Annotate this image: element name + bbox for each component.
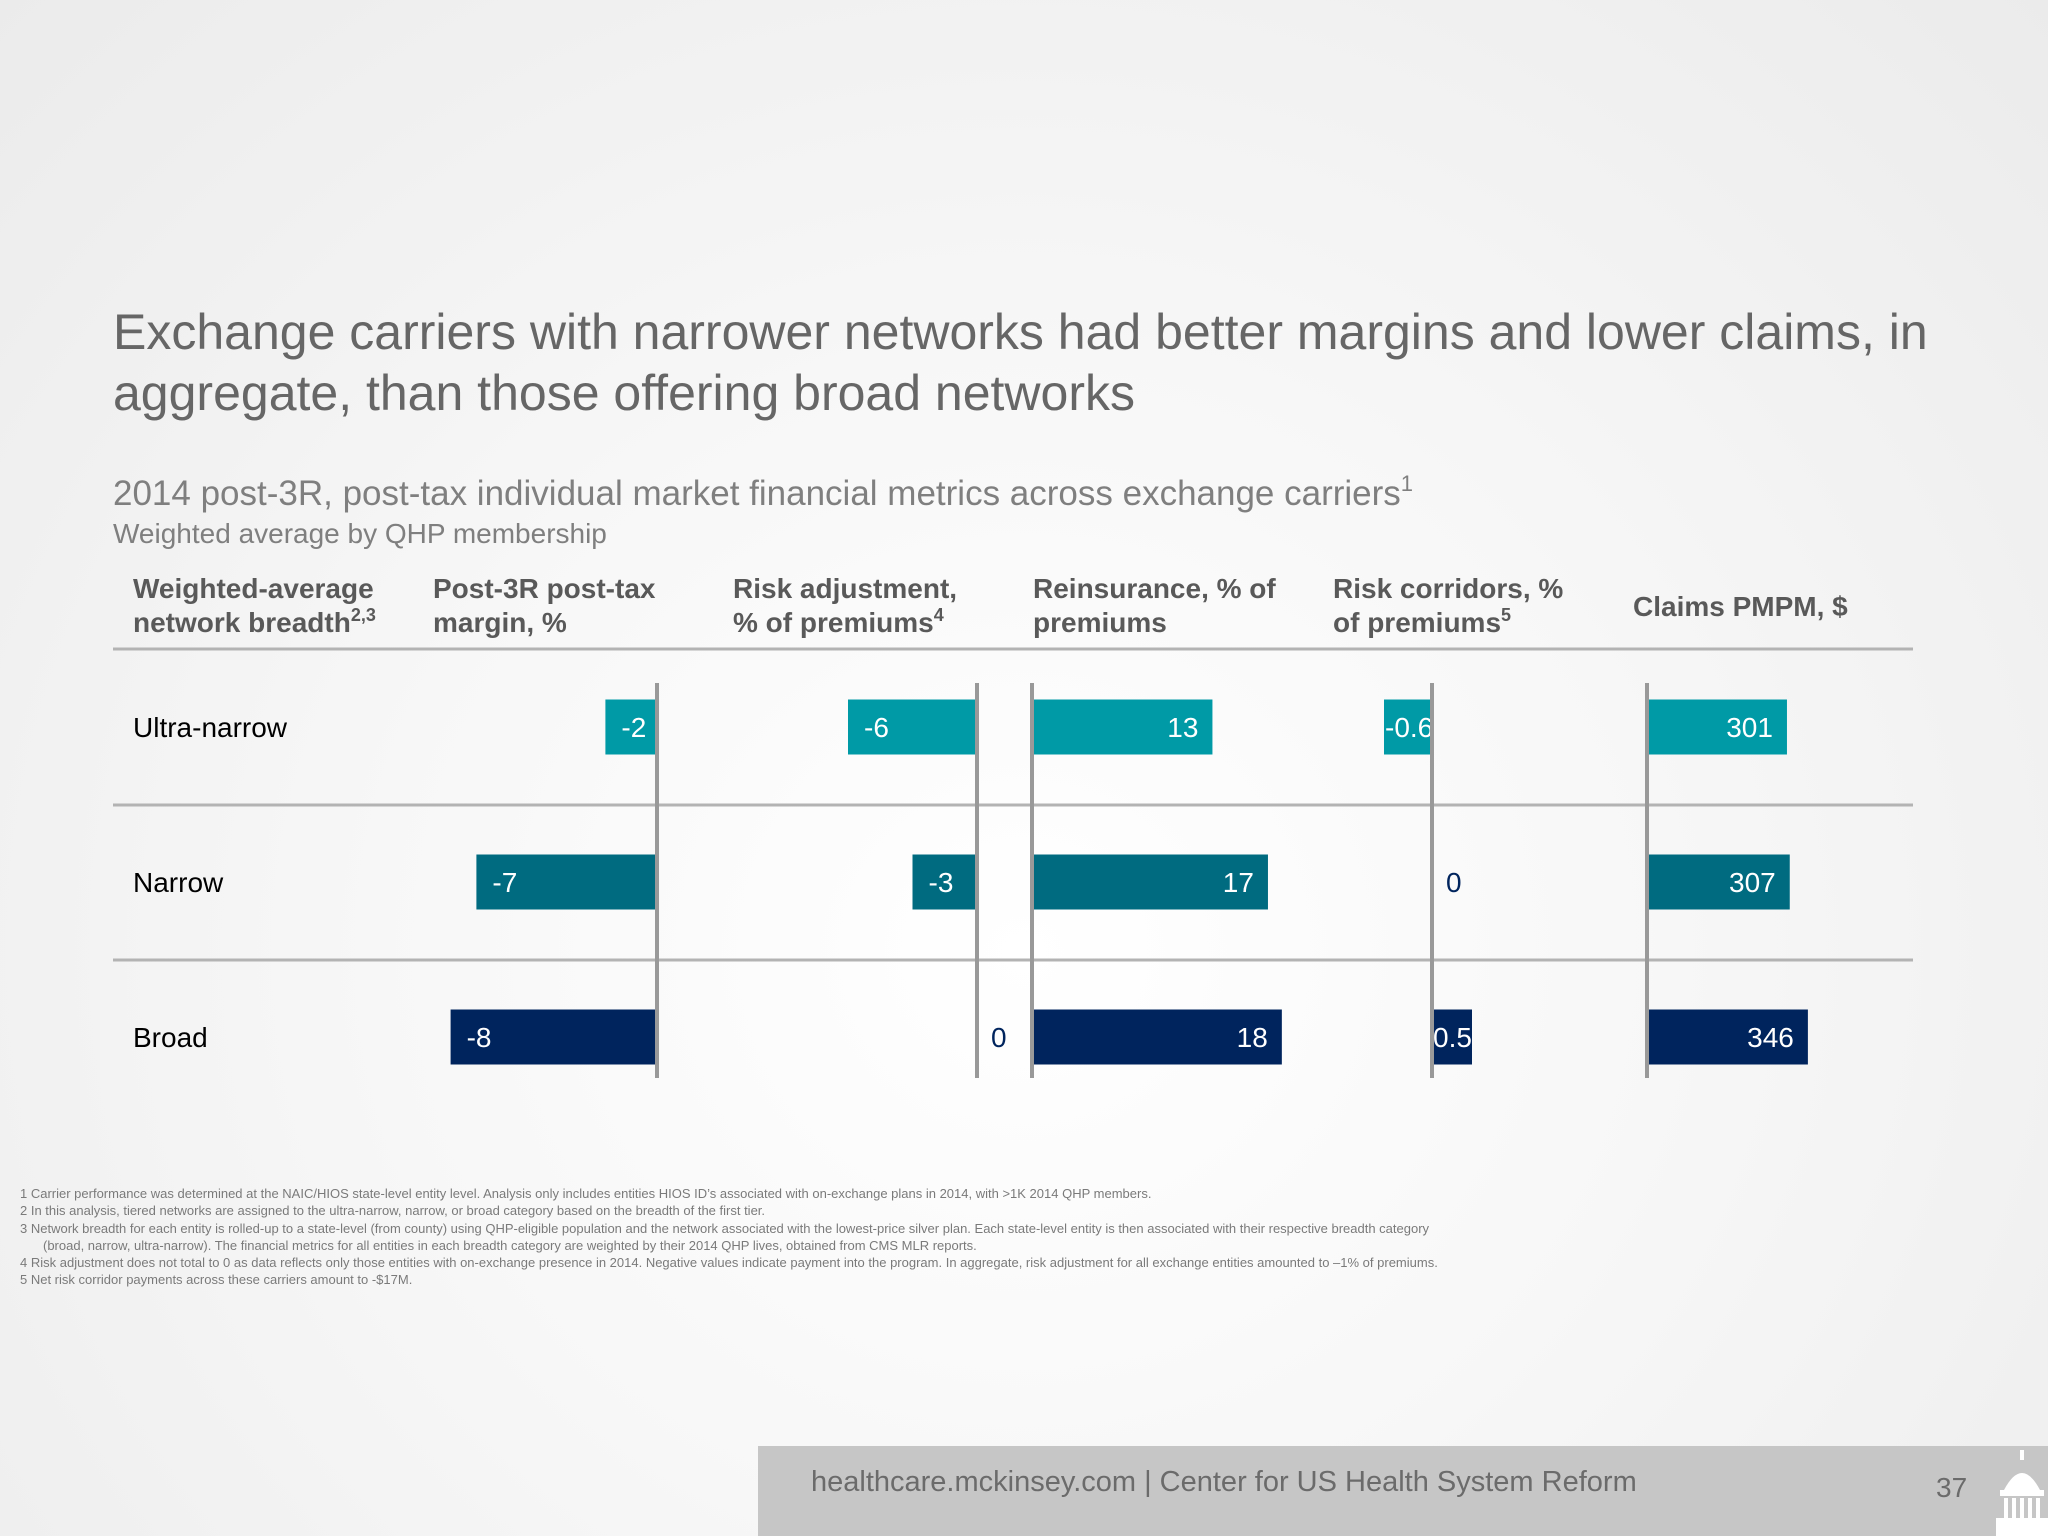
data-label: 346 (1747, 1022, 1794, 1053)
column-header-footnote-ref: 4 (933, 605, 944, 625)
bar-3-ultra-narrow (1032, 699, 1213, 755)
data-label: -7 (492, 867, 517, 898)
chart-subtitle: 2014 post-3R, post-tax individual market… (113, 473, 1413, 515)
bar-1-narrow (476, 854, 657, 910)
data-label: -3 (929, 867, 954, 898)
capitol-dome-icon (1996, 1450, 2048, 1536)
column-header-line1: Risk adjustment, (733, 573, 958, 604)
column-header-line1: Post-3R post-tax (433, 573, 656, 604)
data-label: 18 (1237, 1022, 1268, 1053)
column-header-line1: Reinsurance, % of (1033, 573, 1276, 604)
bar-1-broad (450, 1009, 657, 1065)
column-header-line2: % of premiums (733, 607, 934, 638)
bar-5-narrow (1647, 854, 1790, 910)
column-header-line1: Weighted-average (133, 573, 374, 604)
footer-text: healthcare.mckinsey.com | Center for US … (811, 1466, 1637, 1498)
bar-2-narrow (912, 854, 977, 910)
column-header-line2: network breadth (133, 607, 351, 638)
row-label-ultra-narrow: Ultra-narrow (133, 712, 288, 743)
bar-chart: -2 -7 -8 -6 -3 0 13 17 18 -0.6 0 0.5 301 307 346 (113, 647, 1913, 1078)
column-header-network-breadth: Weighted-average network breadth2,3 (133, 572, 376, 640)
data-label: -6 (864, 712, 889, 743)
footnotes: 1 Carrier performance was determined at … (20, 1185, 1620, 1289)
row-label-narrow: Narrow (133, 867, 224, 898)
column-header-risk-corridors: Risk corridors, % of premiums5 (1333, 572, 1563, 640)
column-header-margin: Post-3R post-tax margin, % (433, 572, 655, 640)
data-label: 0 (1446, 867, 1462, 898)
column-header-line2: margin, % (433, 607, 567, 638)
data-label: 0 (991, 1022, 1007, 1053)
data-label: -8 (467, 1022, 492, 1053)
footnote-3-continued: (broad, narrow, ultra-narrow). The finan… (43, 1237, 977, 1253)
column-header-line2: of premiums (1333, 607, 1502, 638)
data-label: -2 (621, 712, 646, 743)
bar-3-broad (1032, 1009, 1282, 1065)
footnote-1: 1 Carrier performance was determined at … (20, 1186, 1152, 1201)
column-header-claims: Claims PMPM, $ (1633, 590, 1848, 624)
column-header-footnote-ref: 5 (1501, 605, 1512, 625)
column-header-risk-adjustment: Risk adjustment, % of premiums4 (733, 572, 957, 640)
bar-1-ultra-narrow (605, 699, 657, 755)
footnote-2: 2 In this analysis, tiered networks are … (20, 1203, 766, 1219)
bar-2-ultra-narrow (848, 699, 977, 755)
bar-5-ultra-narrow (1647, 699, 1787, 755)
bar-4-ultra-narrow (1384, 699, 1432, 755)
data-label: 13 (1167, 712, 1198, 743)
column-header-line2: premiums (1033, 607, 1167, 638)
page-number: 37 (1936, 1472, 1968, 1503)
subtitle-text: 2014 post-3R, post-tax individual market… (113, 474, 1401, 513)
subtitle-footnote-ref: 1 (1400, 471, 1414, 496)
column-header-line1: Risk corridors, % (1333, 573, 1564, 604)
data-label: 301 (1726, 712, 1773, 743)
column-header-reinsurance: Reinsurance, % of premiums (1033, 572, 1276, 640)
footnote-5: 5 Net risk corridor payments across thes… (20, 1272, 413, 1288)
data-label: 0.5 (1433, 1022, 1472, 1053)
footer-bar (758, 1446, 2048, 1536)
data-label: 307 (1729, 867, 1776, 898)
row-label-broad: Broad (133, 1022, 208, 1053)
bar-4-broad (1432, 1009, 1472, 1065)
footnote-4: 4 Risk adjustment does not total to 0 as… (20, 1255, 1438, 1271)
data-label: 17 (1223, 867, 1254, 898)
slide-title: Exchange carriers with narrower networks… (113, 304, 1928, 421)
data-label: -0.6 (1385, 712, 1433, 743)
column-header-line1: Claims PMPM, $ (1633, 591, 1848, 622)
footnote-3: 3 Network breadth for each entity is rol… (20, 1220, 1430, 1236)
bar-3-narrow (1032, 854, 1268, 910)
bar-5-broad (1647, 1009, 1808, 1065)
column-header-footnote-ref: 2,3 (350, 605, 376, 625)
chart-subnote: Weighted average by QHP membership (113, 518, 607, 549)
